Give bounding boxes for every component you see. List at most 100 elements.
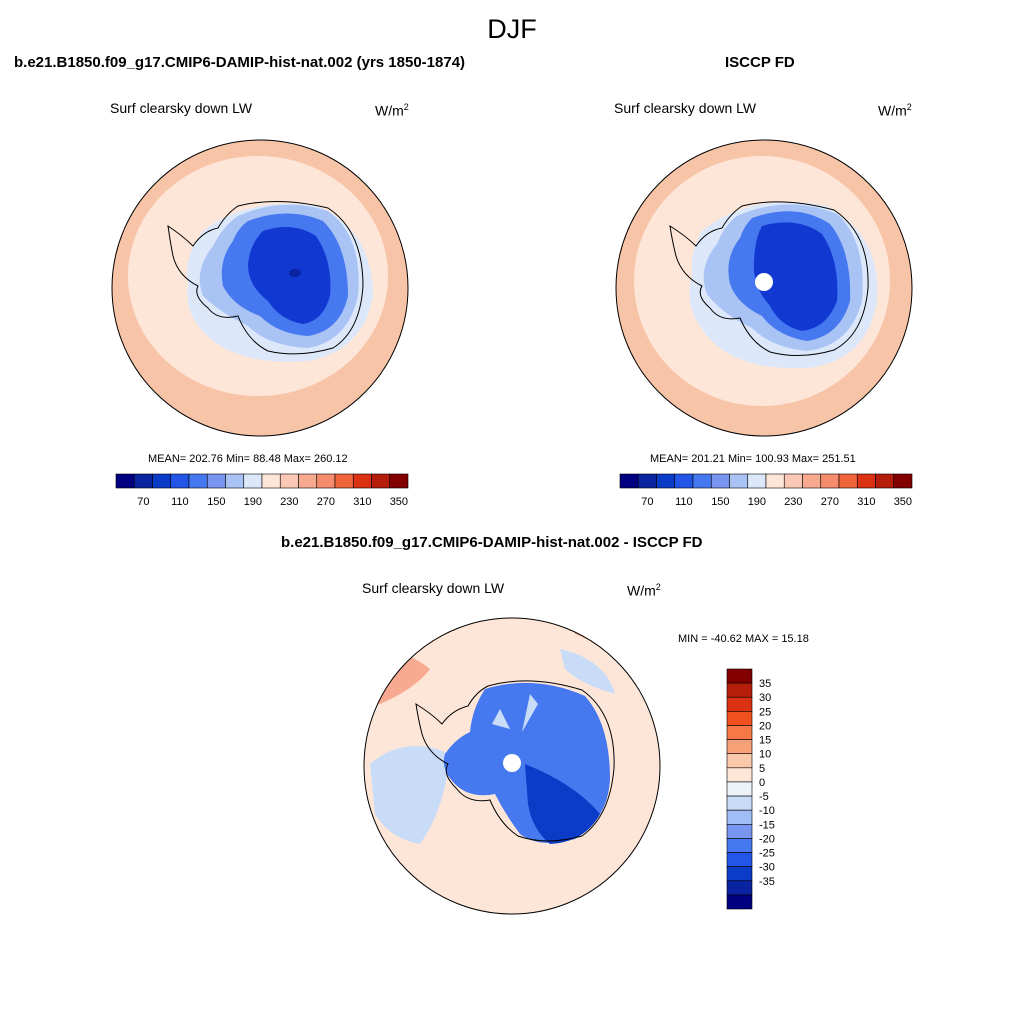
colorbar-swatch: [726, 866, 753, 882]
colorbar-swatch: [729, 473, 749, 489]
colorbar-tick-label: 110: [675, 496, 693, 508]
colorbar-swatch: [838, 473, 858, 489]
colorbar-tick-label: 270: [317, 496, 335, 508]
obs-polar-map: [615, 139, 913, 437]
model-colorbar: 70 110 150 190 230 270 310 350: [115, 473, 409, 508]
colorbar-tick-label: 350: [390, 496, 408, 508]
colorbar-swatch: [726, 795, 753, 811]
colorbar-tick-label: -10: [759, 805, 775, 817]
colorbar-swatch: [747, 473, 767, 489]
colorbar-swatch: [802, 473, 822, 489]
colorbar-swatch: [783, 473, 803, 489]
diff-streak-features: [492, 694, 538, 732]
obs-ice-dark-region: [753, 222, 838, 331]
colorbar-swatch: [726, 880, 753, 896]
colorbar-swatch: [765, 473, 785, 489]
colorbar-swatch: [261, 473, 281, 489]
model-stats: MEAN= 202.76 Min= 88.48 Max= 260.12: [148, 453, 348, 465]
colorbar-swatch: [726, 823, 753, 839]
model-variable-label: Surf clearsky down LW: [110, 100, 253, 116]
obs-colorbar: 70 110 150 190 230 270 310 350: [619, 473, 913, 508]
colorbar-tick-label: 70: [137, 496, 149, 508]
colorbar-swatch: [188, 473, 208, 489]
colorbar-swatch: [279, 473, 299, 489]
colorbar-swatch: [152, 473, 172, 489]
colorbar-tick-label: 110: [171, 496, 189, 508]
colorbar-swatch: [893, 473, 913, 489]
colorbar-swatch: [352, 473, 372, 489]
colorbar-tick-label: -5: [759, 791, 769, 803]
model-map-border: [111, 139, 409, 437]
colorbar-swatch: [334, 473, 354, 489]
colorbar-swatch: [371, 473, 391, 489]
diff-panel-title: b.e21.B1850.f09_g17.CMIP6-DAMIP-hist-nat…: [281, 534, 703, 551]
diff-unit-label: W/m2: [627, 582, 661, 599]
colorbar-swatch: [726, 781, 753, 797]
colorbar-swatch: [316, 473, 336, 489]
colorbar-tick-label: 30: [759, 692, 771, 704]
colorbar-tick-label: 230: [280, 496, 298, 508]
colorbar-swatch: [726, 696, 753, 712]
colorbar-tick-label: 310: [353, 496, 371, 508]
diff-deep-negative-region: [525, 764, 600, 844]
colorbar-swatch: [637, 473, 657, 489]
colorbar-swatch: [856, 473, 876, 489]
colorbar-tick-label: 350: [894, 496, 912, 508]
model-polar-map: [111, 139, 409, 437]
obs-panel-title: ISCCP FD: [725, 54, 795, 71]
colorbar-tick-label: 310: [857, 496, 875, 508]
colorbar-tick-label: -25: [759, 848, 775, 860]
colorbar-swatch: [389, 473, 409, 489]
colorbar-tick-label: 15: [759, 735, 771, 747]
colorbar-tick-label: 5: [759, 763, 765, 775]
colorbar-swatch: [243, 473, 263, 489]
colorbar-swatch: [726, 809, 753, 825]
colorbar-tick-label: 10: [759, 749, 771, 761]
diff-pole-missing-data: [503, 754, 521, 772]
colorbar-tick-label: 270: [821, 496, 839, 508]
colorbar-tick-label: -30: [759, 862, 775, 874]
model-ice-core: [289, 269, 301, 277]
colorbar-swatch: [298, 473, 318, 489]
colorbar-swatch: [726, 739, 753, 755]
model-coastline: [167, 201, 364, 355]
figure-title: DJF: [487, 14, 537, 44]
colorbar-swatch: [692, 473, 712, 489]
colorbar-swatch: [875, 473, 895, 489]
colorbar-tick-label: 0: [759, 777, 765, 789]
colorbar-tick-label: 35: [759, 678, 771, 690]
colorbar-tick-label: 150: [207, 496, 225, 508]
colorbar-tick-label: 190: [244, 496, 262, 508]
colorbar-tick-label: -35: [759, 876, 775, 888]
model-ice-dark-region: [248, 227, 331, 324]
colorbar-tick-label: 20: [759, 720, 771, 732]
colorbar-swatch: [225, 473, 245, 489]
colorbar-tick-label: 230: [784, 496, 802, 508]
colorbar-swatch: [674, 473, 694, 489]
colorbar-tick-label: 150: [711, 496, 729, 508]
colorbar-swatch: [726, 838, 753, 853]
diff-coastline: [415, 680, 615, 842]
obs-unit-label: W/m2: [878, 102, 912, 119]
colorbar-swatch: [726, 894, 753, 910]
diff-stats: MIN = -40.62 MAX = 15.18: [678, 633, 809, 645]
colorbar-swatch: [726, 753, 753, 769]
diff-variable-label: Surf clearsky down LW: [362, 580, 505, 596]
colorbar-swatch: [710, 473, 730, 489]
colorbar-swatch: [170, 473, 190, 489]
obs-stats: MEAN= 201.21 Min= 100.93 Max= 251.51: [650, 453, 856, 465]
colorbar-swatch: [726, 852, 753, 867]
colorbar-swatch: [820, 473, 840, 489]
model-panel-title: b.e21.B1850.f09_g17.CMIP6-DAMIP-hist-nat…: [14, 54, 466, 71]
obs-coastline: [669, 201, 869, 357]
colorbar-swatch: [726, 711, 753, 726]
obs-map-border: [615, 139, 913, 437]
colorbar-swatch: [726, 682, 753, 698]
diff-cool-patch-north: [560, 649, 615, 694]
colorbar-tick-label: -20: [759, 833, 775, 845]
colorbar-tick-label: -15: [759, 819, 775, 831]
diff-cool-patch-west: [370, 746, 450, 844]
colorbar-swatch: [726, 725, 753, 740]
colorbar-swatch: [656, 473, 676, 489]
model-unit-label: W/m2: [375, 102, 409, 119]
